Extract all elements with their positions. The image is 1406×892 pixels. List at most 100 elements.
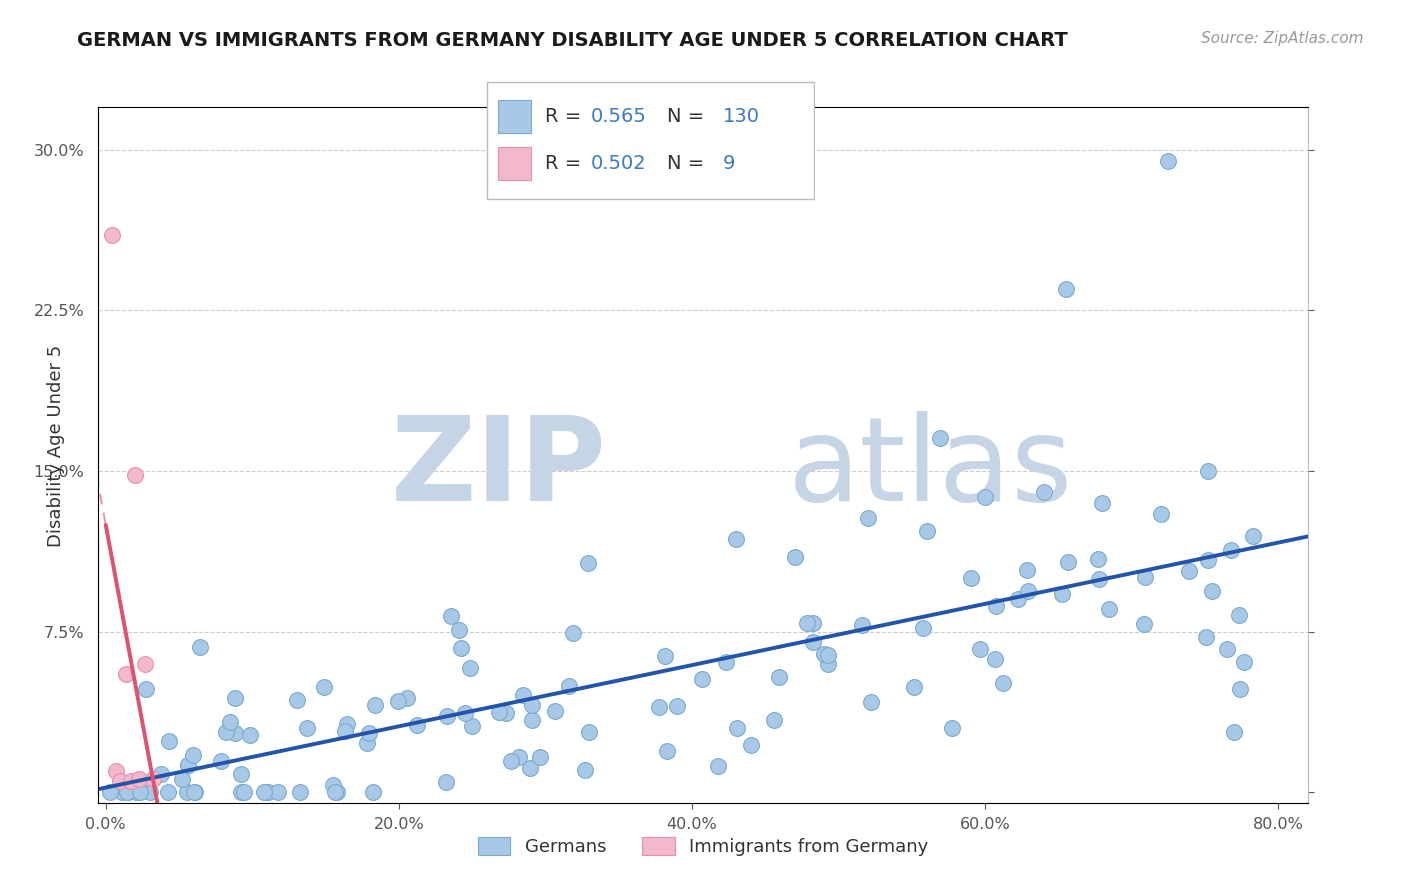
Point: [396, 690, 419, 705]
Point: [224, 690, 246, 705]
Point: [529, 750, 551, 764]
Text: N =: N =: [666, 153, 710, 172]
Point: [183, 785, 205, 799]
Point: [323, 785, 346, 799]
Point: [508, 750, 530, 764]
Text: 9: 9: [723, 153, 735, 172]
Point: [356, 736, 378, 750]
Point: [912, 621, 935, 635]
Point: [1227, 608, 1250, 623]
Point: [1241, 529, 1264, 543]
Point: [1098, 601, 1121, 615]
Point: [495, 706, 517, 721]
Text: Disability Age Under 5: Disability Age Under 5: [48, 345, 65, 547]
Point: [655, 744, 678, 758]
Point: [266, 785, 288, 799]
Point: [512, 688, 534, 702]
Point: [326, 785, 349, 799]
Point: [1057, 555, 1080, 569]
Point: [333, 723, 356, 738]
Point: [801, 635, 824, 649]
Point: [1220, 543, 1243, 558]
Point: [544, 704, 567, 718]
Point: [98, 785, 121, 799]
Point: [406, 717, 429, 731]
Point: [229, 785, 252, 799]
Point: [1133, 569, 1156, 583]
Point: [558, 679, 581, 693]
Point: [520, 698, 543, 712]
Point: [229, 766, 252, 780]
Point: [817, 657, 839, 671]
Point: [796, 615, 818, 630]
Point: [436, 708, 458, 723]
Point: [690, 673, 713, 687]
Point: [440, 609, 463, 624]
Point: [434, 775, 457, 789]
Point: [1015, 563, 1038, 577]
Point: [993, 675, 1015, 690]
Point: [110, 774, 132, 789]
Point: [149, 767, 172, 781]
Point: [1150, 507, 1173, 521]
Point: [157, 785, 180, 799]
Point: [128, 772, 150, 787]
Point: [1050, 587, 1073, 601]
Point: [115, 667, 138, 681]
Point: [1223, 725, 1246, 739]
Point: [1032, 485, 1054, 500]
Point: [314, 680, 336, 694]
Point: [724, 533, 747, 547]
Point: [974, 490, 997, 504]
Point: [224, 725, 246, 739]
Point: [488, 705, 510, 719]
Point: [387, 694, 409, 708]
Point: [120, 774, 142, 789]
Point: [519, 761, 541, 775]
Point: [1197, 464, 1219, 478]
Text: 0.565: 0.565: [591, 107, 647, 126]
Point: [960, 571, 983, 585]
Point: [322, 778, 344, 792]
Point: [941, 721, 963, 735]
Point: [142, 772, 165, 787]
Text: 130: 130: [723, 107, 761, 126]
Point: [188, 640, 211, 655]
Point: [183, 785, 205, 799]
Point: [181, 747, 204, 762]
Point: [176, 785, 198, 799]
Point: [359, 725, 381, 739]
Point: [170, 772, 193, 786]
Point: [117, 785, 139, 799]
Point: [453, 706, 475, 720]
Point: [1233, 655, 1256, 669]
Bar: [498, 146, 531, 179]
Text: ZIP: ZIP: [391, 411, 606, 526]
Point: [115, 785, 138, 799]
Point: [460, 661, 482, 675]
Text: Source: ZipAtlas.com: Source: ZipAtlas.com: [1201, 31, 1364, 46]
Text: R =: R =: [544, 107, 588, 126]
Point: [100, 228, 122, 243]
Point: [447, 624, 470, 638]
Point: [461, 719, 484, 733]
Point: [1197, 553, 1219, 567]
Point: [1054, 282, 1077, 296]
Point: [1133, 616, 1156, 631]
Point: [984, 652, 1007, 666]
Point: [176, 758, 198, 772]
Point: [239, 728, 262, 742]
Point: [969, 642, 991, 657]
Point: [139, 785, 162, 799]
Point: [648, 700, 671, 714]
Point: [716, 656, 738, 670]
Point: [654, 649, 676, 664]
Point: [363, 785, 385, 799]
Point: [1088, 572, 1111, 586]
Point: [929, 431, 952, 445]
Point: [111, 785, 134, 799]
Point: [856, 511, 879, 525]
Point: [903, 680, 925, 694]
Text: GERMAN VS IMMIGRANTS FROM GERMANY DISABILITY AGE UNDER 5 CORRELATION CHART: GERMAN VS IMMIGRANTS FROM GERMANY DISABI…: [77, 31, 1069, 50]
Point: [125, 785, 148, 799]
